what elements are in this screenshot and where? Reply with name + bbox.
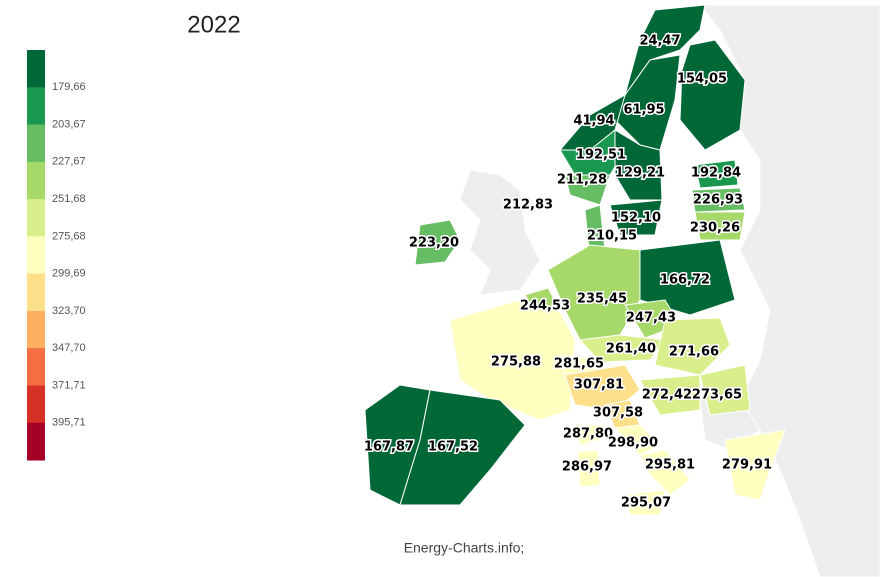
legend-label: 179,66 [52, 81, 86, 93]
region-shape [547, 244, 641, 341]
legend-label: 203,67 [52, 118, 86, 130]
region-label: 166,72 [660, 273, 710, 288]
region-shape [691, 187, 746, 213]
region-label: 167,87 [364, 440, 414, 455]
legend-swatch [27, 161, 45, 200]
region-label: 210,15 [587, 229, 637, 244]
region-shape [624, 489, 666, 516]
region-label: 41,94 [573, 114, 614, 129]
region-labels: 24,47 154,05 61,95 41,94 192,51 129,21 211,28 1… [362, 32, 773, 512]
region-label: 295,81 [645, 458, 695, 473]
region-shape [699, 364, 751, 416]
legend-label: 275,68 [52, 230, 86, 242]
region-label: 211,28 [557, 173, 607, 188]
legend-swatch [27, 348, 45, 386]
region-label: 129,21 [615, 166, 665, 181]
region-label: 61,95 [623, 103, 664, 118]
region-shape [724, 429, 786, 501]
legend-swatch [27, 422, 45, 461]
region-shape [654, 317, 731, 376]
title: 2022 [187, 11, 240, 38]
region-label: 152,10 [611, 211, 661, 226]
region-shape [449, 299, 576, 421]
legend-swatch [27, 124, 45, 163]
region-label: 244,53 [520, 299, 570, 314]
region-label: 230,26 [690, 221, 740, 236]
region-label: 272,42 [642, 388, 692, 403]
region-label: 154,05 [677, 72, 727, 87]
region-shape [694, 159, 739, 189]
legend-label: 251,68 [52, 193, 86, 205]
region-label: 167,52 [428, 440, 478, 455]
legend-swatch [27, 87, 45, 126]
legend-label: 347,70 [52, 342, 86, 354]
region-label: 192,84 [691, 166, 741, 181]
legend-swatch [27, 273, 45, 312]
legend-swatch [27, 199, 45, 237]
region-shape [414, 219, 461, 266]
region-label: 261,40 [606, 342, 656, 357]
legend-label: 395,71 [52, 417, 86, 429]
great-britain [459, 169, 541, 296]
region-label: 286,97 [562, 460, 612, 475]
source: Energy-Charts.info; [404, 540, 525, 556]
region-label: 307,81 [574, 378, 624, 393]
region-label: 295,07 [621, 496, 671, 511]
region-shape [679, 39, 746, 151]
region-label: 271,66 [669, 345, 719, 360]
region-shape [574, 424, 606, 446]
region-label: 247,43 [626, 311, 676, 326]
legend-label: 299,69 [52, 268, 86, 280]
region-label: 307,58 [593, 406, 643, 421]
region-shape [399, 389, 526, 506]
region-label: 279,91 [722, 458, 772, 473]
region-label: 273,65 [692, 388, 742, 403]
region-label: 287,80 [563, 427, 613, 442]
legend: 179,66 203,67 227,67 251,68 275,68 299,69 323,… [27, 50, 86, 461]
region-label: 192,51 [576, 148, 626, 163]
region-shape [694, 211, 746, 241]
region-label: 298,90 [608, 436, 658, 451]
region-label: 24,47 [639, 34, 680, 49]
legend-label: 227,67 [52, 156, 86, 168]
region-shape [613, 424, 661, 456]
regions [364, 4, 786, 516]
region-label: 226,93 [693, 193, 743, 208]
legend-label: 323,70 [52, 305, 86, 317]
region-label: 223,20 [409, 236, 459, 251]
region-label: 281,65 [554, 357, 604, 372]
legend-swatch [27, 236, 45, 275]
region-label: 235,45 [577, 292, 627, 307]
region-label: 275,88 [491, 355, 541, 370]
region-shape [639, 374, 701, 416]
legend-swatch [27, 385, 45, 424]
region-shape [578, 334, 666, 363]
region-shape [577, 449, 601, 488]
region-shape [614, 54, 681, 151]
legend-swatch [27, 310, 45, 349]
region-label: 212,83 [503, 198, 553, 213]
region-shape [609, 199, 663, 236]
region-shape [639, 449, 691, 496]
legend-swatch [27, 50, 45, 88]
legend-label: 371,71 [52, 379, 86, 391]
